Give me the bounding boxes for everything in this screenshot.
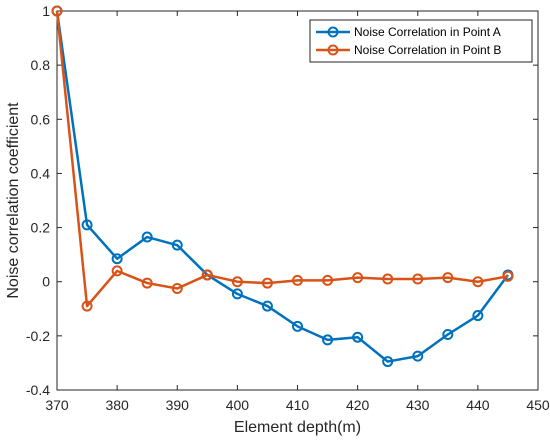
series-line [55,10,509,308]
series-layer [51,5,514,368]
data-point [171,239,183,251]
y-tick-label: 0.8 [31,57,51,73]
data-point [352,331,364,343]
x-tick-label: 450 [526,397,550,413]
legend-item: Noise Correlation in Point B [316,43,501,57]
y-tick-label: -0.2 [26,328,50,344]
data-point [292,274,303,286]
legend-item: Noise Correlation in Point A [316,25,501,39]
data-point [322,334,334,346]
data-point [412,273,424,285]
x-tick-label: 380 [105,397,129,413]
data-point [231,288,243,300]
y-tick-label: -0.4 [26,382,50,398]
data-point [111,265,123,277]
legend: Noise Correlation in Point A Noise Correl… [309,19,533,63]
data-point [81,219,93,231]
data-point [81,300,93,312]
series-line [55,10,509,363]
data-point [111,253,123,265]
x-tick-label: 430 [406,397,430,413]
data-point [292,320,303,332]
legend-label: Noise Correlation in Point A [354,25,501,39]
legend-swatch-marker [327,44,339,56]
y-tick-label: 0.2 [31,220,51,236]
y-tick-label: 1 [42,3,50,19]
data-point [472,310,484,322]
x-tick-label: 420 [346,397,370,413]
data-point [322,274,334,286]
series-b [51,5,514,312]
data-point [382,356,394,368]
data-point [502,270,514,282]
legend-swatch-marker [327,26,339,38]
data-point [231,276,243,288]
x-tick-label: 410 [286,397,310,413]
data-point [442,272,454,284]
data-point [472,276,484,288]
x-tick-label: 390 [166,397,190,413]
x-tick-label: 370 [45,397,69,413]
data-point [51,5,63,17]
x-tick-label: 400 [226,397,250,413]
x-axis-label: Element depth(m) [234,419,361,436]
data-point [442,329,454,341]
data-point [201,269,213,281]
data-point [171,282,183,294]
y-tick-label: 0.4 [31,165,51,181]
y-tick-label: 0.6 [31,111,51,127]
data-point [412,350,424,362]
data-point [352,272,364,284]
plot-area [56,10,539,391]
data-point [261,300,273,312]
x-tick-label: 440 [466,397,490,413]
data-point [141,277,153,289]
y-axis-label: Noise correlation coefficient [5,102,22,299]
legend-label: Noise Correlation in Point B [354,43,501,57]
legend-box [309,19,533,63]
data-point [141,231,153,243]
data-point [261,277,273,289]
axis-ticks: 370 380 390 400 410 420 430 440 450 -0.4 -0.2 0 0.2 0… [26,3,550,413]
data-point [382,273,394,285]
y-tick-label: 0 [42,274,50,290]
